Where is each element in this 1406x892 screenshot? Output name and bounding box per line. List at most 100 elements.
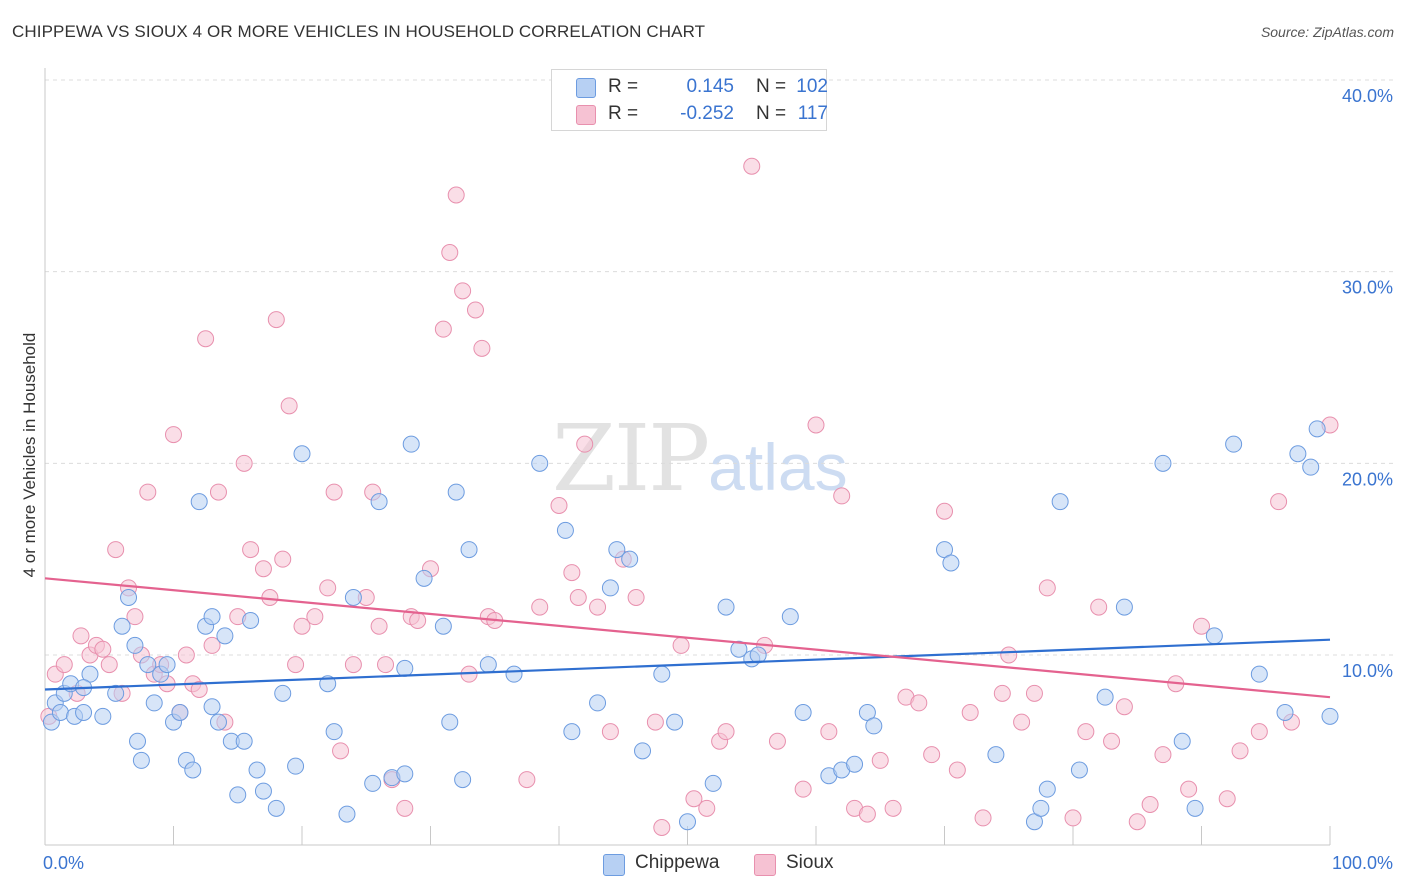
sioux-point (209, 483, 227, 501)
sioux-point (126, 608, 144, 626)
trend-lines (44, 577, 1331, 699)
sioux-point (274, 550, 292, 568)
watermark-atlas: atlas (708, 430, 848, 504)
sioux-point (1231, 742, 1249, 760)
sioux-point (550, 497, 568, 514)
y-axis-label: 4 or more Vehicles in Household (20, 332, 39, 578)
sioux-point (100, 656, 118, 674)
sioux-point (466, 301, 484, 319)
chippewa-point (1186, 799, 1204, 817)
chippewa-point (846, 755, 864, 773)
sioux-point (203, 636, 221, 654)
chippewa-point (287, 757, 305, 775)
sioux-point (261, 589, 279, 606)
sioux-point (72, 627, 90, 645)
chart-title: CHIPPEWA VS SIOUX 4 OR MORE VEHICLES IN … (12, 22, 706, 41)
chippewa-point (293, 445, 311, 463)
chippewa-point (1038, 780, 1056, 798)
y-tick-label: 20.0% (1342, 469, 1393, 489)
sioux-point (94, 640, 112, 658)
sioux-point (698, 799, 716, 817)
watermark-zip: ZIP (552, 405, 710, 512)
chart-source: Source: ZipAtlas.com (1260, 24, 1394, 40)
sioux-point (1270, 493, 1288, 511)
chippewa-point (402, 435, 420, 453)
sioux-point (974, 809, 992, 827)
sioux-point (306, 608, 324, 626)
chippewa-point (242, 612, 260, 629)
chippewa-point (1250, 665, 1268, 683)
grid-lines (45, 79, 1395, 656)
chippewa-point (415, 569, 433, 587)
sioux-trend-line (44, 577, 1331, 699)
sioux-point (858, 805, 876, 823)
chippewa-point (653, 665, 671, 683)
sioux-point (717, 723, 735, 741)
chippewa-point (113, 617, 131, 635)
sioux-point (267, 311, 285, 329)
sioux-point (1128, 813, 1146, 831)
chippewa-point (704, 774, 722, 792)
chippewa-point (1205, 627, 1223, 645)
sioux-point (1064, 809, 1082, 827)
chippewa-point (1289, 445, 1307, 463)
sioux-point (601, 723, 619, 741)
chippewa-swatch (603, 854, 625, 876)
sioux-point (1025, 684, 1043, 702)
chippewa-point (1154, 454, 1172, 472)
chippewa-point (267, 799, 285, 817)
sioux-swatch (754, 854, 776, 876)
sioux-point (948, 761, 966, 779)
chippewa-point (209, 713, 227, 731)
sioux-point (165, 426, 182, 444)
chippewa-point (441, 713, 459, 731)
sioux-point (807, 416, 825, 434)
chippewa-point (229, 786, 247, 804)
sioux-point (293, 617, 311, 635)
sioux-point (1013, 713, 1031, 731)
watermark: ZIPatlas (552, 405, 848, 512)
chippewa-point (396, 765, 414, 783)
chippewa-point (120, 589, 138, 606)
sioux-point (1103, 732, 1121, 750)
sioux-point (325, 483, 343, 501)
chippewa-point (505, 665, 523, 683)
chippewa-point (634, 742, 652, 760)
chippewa-swatch (576, 78, 596, 98)
chippewa-point (447, 483, 465, 501)
sioux-point (1090, 598, 1108, 616)
sioux-point (1250, 723, 1268, 741)
chippewa-point (254, 782, 272, 800)
sioux-point (139, 483, 157, 501)
chippewa-point (158, 656, 176, 674)
chippewa-point (479, 656, 497, 674)
series-legend: Chippewa Sioux (0, 852, 1406, 878)
chippewa-point (171, 704, 189, 721)
chippewa-point (145, 694, 163, 712)
sioux-point (1218, 790, 1236, 808)
chippewa-point (749, 646, 767, 664)
chippewa-trend-line (44, 638, 1331, 691)
sioux-point (344, 656, 362, 674)
sioux-point (280, 397, 298, 415)
chippewa-point (51, 704, 69, 721)
chippewa-point (396, 659, 414, 677)
sioux-point (743, 157, 761, 175)
chippewa-point (364, 774, 382, 792)
sioux-point (768, 732, 786, 750)
chippewa-point (203, 608, 221, 626)
chippewa-point (666, 713, 684, 731)
r-label: R = (608, 76, 639, 97)
sioux-point (936, 502, 953, 520)
sioux-point (434, 320, 452, 338)
chippewa-point (248, 761, 266, 779)
chippewa-point (942, 554, 960, 572)
sioux-point (653, 819, 671, 836)
sioux-point (1180, 780, 1198, 798)
correlation-legend: R = 0.145 N = 102 R = -0.252 N = 117 (551, 69, 828, 131)
chippewa-points (42, 420, 1339, 831)
sioux-point (871, 751, 889, 769)
chippewa-point (274, 684, 292, 702)
sioux-point (923, 746, 941, 764)
x-tick-label: 100.0% (1332, 853, 1393, 873)
